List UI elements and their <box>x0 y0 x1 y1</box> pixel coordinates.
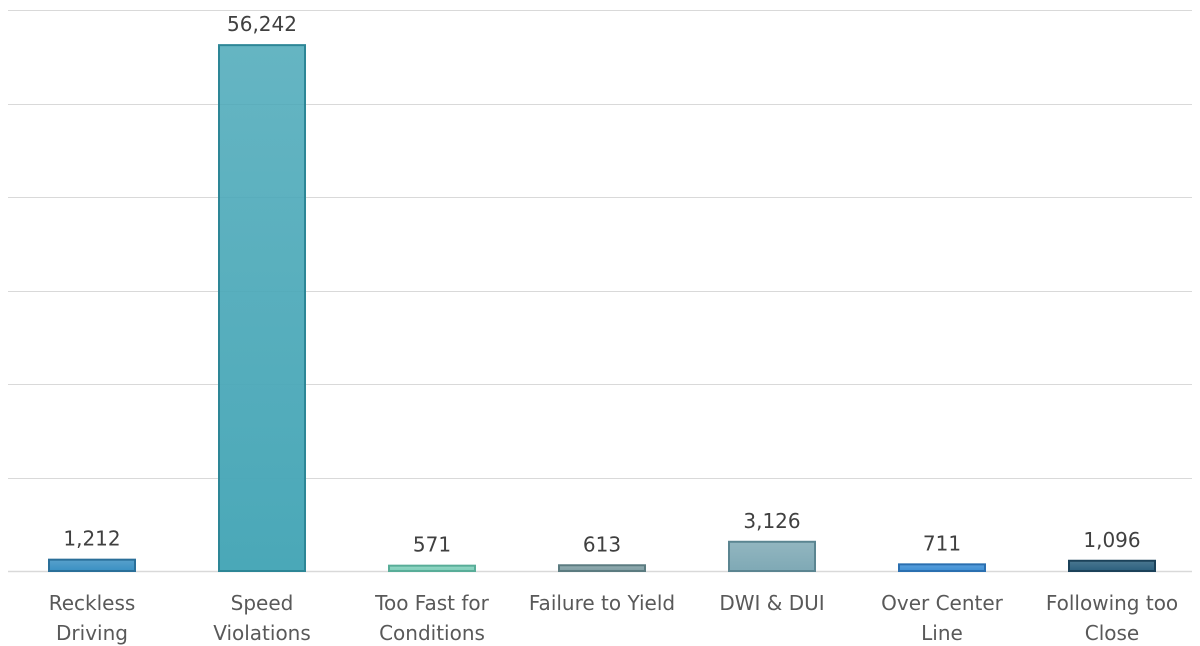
category-label-line: Line <box>921 621 963 645</box>
category-label-line: Over Center <box>881 591 1004 615</box>
category-label: Speed Violations <box>213 591 311 645</box>
category-label: Reckless Driving <box>49 591 136 645</box>
category-label-line: DWI & DUI <box>719 591 824 615</box>
gridlines <box>8 10 1192 573</box>
bar <box>728 540 816 573</box>
category-labels: Reckless Driving Speed Violations Too Fast f… <box>49 591 1178 645</box>
data-label: 1,096 <box>1083 528 1140 552</box>
category-label: Over Center Line <box>881 591 1004 645</box>
data-label: 711 <box>923 531 961 555</box>
category-label-line: Close <box>1085 621 1139 645</box>
bar <box>898 563 986 573</box>
category-label-line: Speed <box>231 591 294 615</box>
data-label: 1,212 <box>63 527 120 551</box>
category-label: Failure to Yield <box>529 591 675 615</box>
category-label: Following too Close <box>1046 591 1178 645</box>
bar <box>218 44 306 572</box>
category-label: Too Fast for Conditions <box>374 591 489 645</box>
bar <box>1068 559 1156 572</box>
category-label-line: Reckless <box>49 591 136 615</box>
category-label-line: Too Fast for <box>374 591 489 615</box>
bar <box>48 558 136 572</box>
category-label-line: Violations <box>213 621 311 645</box>
bar <box>388 564 476 572</box>
data-labels: 1,212 56,242 571 613 3,126 711 1,096 <box>63 12 1140 557</box>
category-label-line: Conditions <box>379 621 485 645</box>
data-label: 613 <box>583 532 621 556</box>
bars <box>48 44 1156 573</box>
category-label: DWI & DUI <box>719 591 824 615</box>
data-label: 3,126 <box>743 509 800 533</box>
category-label-line: Failure to Yield <box>529 591 675 615</box>
data-label: 571 <box>413 533 451 557</box>
bar <box>558 564 646 572</box>
data-label: 56,242 <box>227 12 297 36</box>
category-label-line: Following too <box>1046 591 1178 615</box>
category-label-line: Driving <box>56 621 128 645</box>
